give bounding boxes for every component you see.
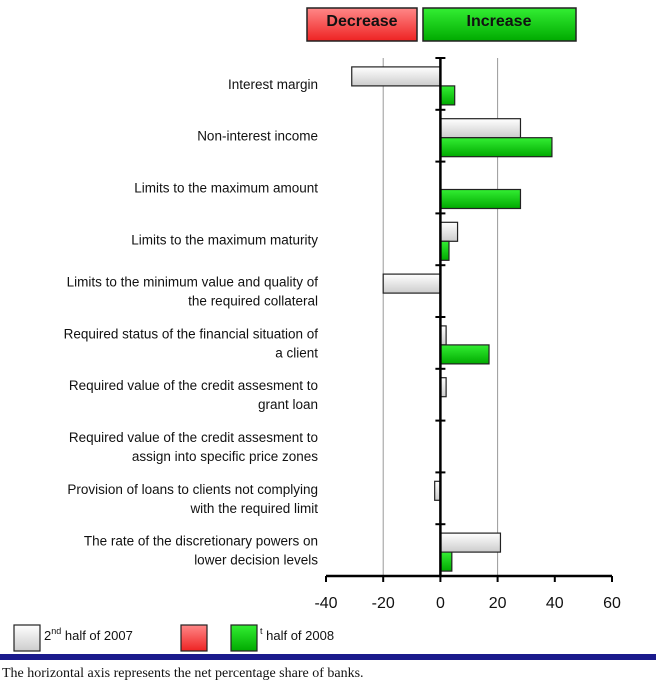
x-tick-label: 40 xyxy=(546,595,564,612)
caption: The horizontal axis represents the net p… xyxy=(2,666,364,681)
category-label: assign into specific price zones xyxy=(132,449,318,464)
category-label: Required value of the credit assesment t… xyxy=(69,378,318,393)
legend: 2nd half of 2007 t half of 2008 xyxy=(13,624,334,652)
increase-header-box xyxy=(422,7,577,42)
legend-label-2007: 2nd half of 2007 xyxy=(44,626,133,643)
bar-2008 xyxy=(439,137,553,158)
x-tick-label: 20 xyxy=(489,595,507,612)
axes: -40 -20 0 20 40 60 xyxy=(314,57,621,612)
bar-2008 xyxy=(439,188,522,210)
category-label: with the required limit xyxy=(189,501,318,516)
category-label: Limits to the maximum amount xyxy=(134,181,318,196)
category-label: Provision of loans to clients not comply… xyxy=(67,482,318,497)
category-labels: Interest margin Non-interest income Limits… xyxy=(64,77,319,568)
category-label: Limits to the maximum maturity xyxy=(131,232,318,247)
bar-2008 xyxy=(439,85,456,106)
category-label: grant loan xyxy=(258,397,318,412)
legend-label-2008: t half of 2008 xyxy=(260,626,334,643)
category-label: Non-interest income xyxy=(197,129,318,144)
bars xyxy=(351,66,553,572)
decrease-header: Decrease xyxy=(306,7,418,42)
caption-rule xyxy=(0,654,656,660)
bar-2007 xyxy=(439,118,522,139)
legend-swatch-2007 xyxy=(13,624,41,652)
decrease-header-label: Decrease xyxy=(326,13,397,30)
bar-2007 xyxy=(382,273,442,294)
increase-header-label: Increase xyxy=(467,13,532,30)
legend-swatch-red xyxy=(180,624,208,652)
category-label: Interest margin xyxy=(228,77,318,92)
category-label: lower decision levels xyxy=(194,553,318,568)
x-tick-label: 60 xyxy=(603,595,621,612)
bar-2007 xyxy=(439,532,502,553)
bar-2008 xyxy=(439,344,490,365)
bar-2008 xyxy=(439,240,450,261)
bar-2007 xyxy=(351,66,441,87)
category-label: a client xyxy=(275,345,318,360)
x-tick-label: 0 xyxy=(436,595,445,612)
category-label: Required status of the financial situati… xyxy=(64,326,319,341)
category-label: the required collateral xyxy=(188,294,318,309)
legend-swatch-2008 xyxy=(230,624,258,652)
bar-2008 xyxy=(439,551,453,572)
category-label: Required value of the credit assesment t… xyxy=(69,430,318,445)
bar-2007 xyxy=(439,221,459,242)
category-label: Limits to the minimum value and quality … xyxy=(67,275,319,290)
category-label: The rate of the discretionary powers on xyxy=(84,534,318,549)
x-tick-label: -20 xyxy=(372,595,395,612)
decrease-header-box xyxy=(306,7,418,42)
x-tick-label: -40 xyxy=(314,595,337,612)
increase-header: Increase xyxy=(422,7,577,42)
